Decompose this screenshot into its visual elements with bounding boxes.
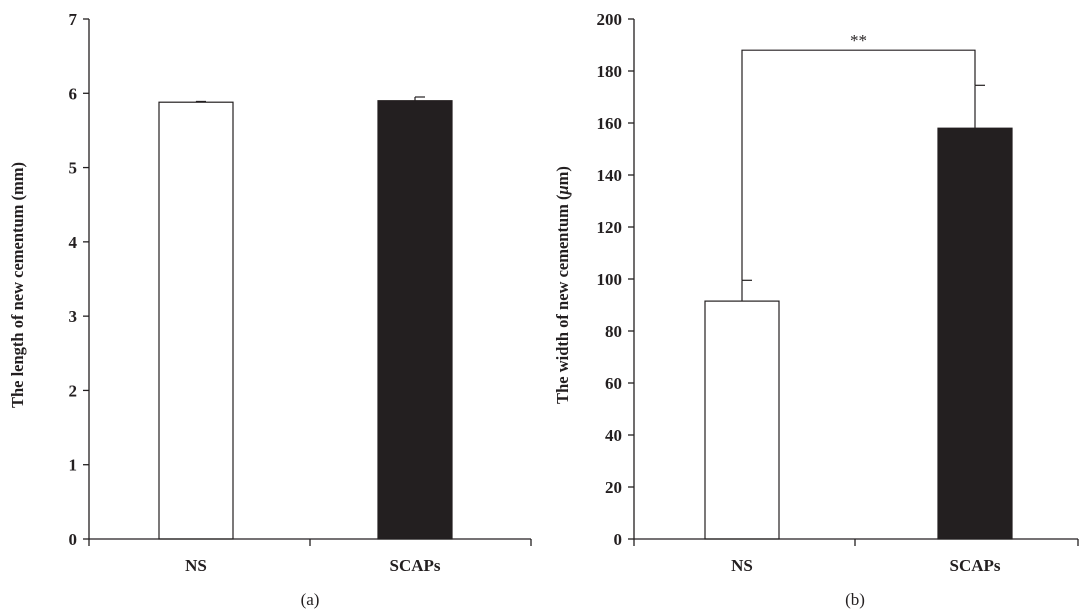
y-tick-label: 160	[597, 114, 623, 133]
bars	[704, 127, 1013, 540]
error-bars	[195, 96, 425, 103]
y-tick-label: 5	[69, 159, 78, 178]
y-tick-label: 60	[605, 374, 622, 393]
y-tick-label: 2	[69, 381, 78, 400]
y-tick-label: 0	[69, 530, 78, 549]
y-tick-label: 4	[69, 233, 78, 252]
y-axis-label-unit: m)	[553, 166, 572, 185]
category-label: SCAPs	[949, 556, 1000, 575]
significance-marker: **	[850, 31, 867, 50]
bars	[158, 100, 453, 540]
category-label: SCAPs	[389, 556, 440, 575]
y-tick-label: 140	[597, 166, 623, 185]
y-tick-label: 180	[597, 62, 623, 81]
category-label: NS	[731, 556, 753, 575]
bar-ns	[158, 101, 234, 540]
y-tick-label: 1	[69, 456, 78, 475]
y-tick-label: 3	[69, 307, 78, 326]
y-tick-label: 100	[597, 270, 623, 289]
y-tick-label: 120	[597, 218, 623, 237]
y-tick-label: 40	[605, 426, 622, 445]
chart-panel-b: 0 20 40 60 80 100 120 140 160 180 200 NS SCAPs ** T…	[553, 10, 1079, 609]
y-axis-label: The length of new cementum (mm)	[8, 162, 27, 408]
y-axis-label: The width of new cementum (μm)	[553, 166, 572, 404]
error-bars	[741, 84, 985, 302]
significance-bracket	[741, 49, 976, 281]
category-label: NS	[185, 556, 207, 575]
bar-scaps	[377, 100, 453, 540]
y-tick-label: 20	[605, 478, 622, 497]
y-tick-label: 6	[69, 84, 78, 103]
y-tick-label: 200	[597, 10, 623, 29]
panel-label: (a)	[301, 590, 320, 609]
bar-scaps	[937, 127, 1013, 540]
y-axis-label-unit-mu: μ	[553, 185, 572, 195]
y-axis-ticks: 0 20 40 60 80 100 120 140 160 180 200	[597, 10, 634, 549]
y-tick-label: 7	[69, 10, 78, 29]
chart-panel-a: 0 1 2 3 4 5 6 7 NS SCAPs The length of new cemen…	[8, 10, 532, 609]
x-axis-categories: NS SCAPs	[88, 539, 532, 575]
y-axis-ticks: 0 1 2 3 4 5 6 7	[69, 10, 89, 549]
y-tick-label: 0	[614, 530, 623, 549]
bar-ns	[704, 300, 780, 540]
panel-label: (b)	[845, 590, 865, 609]
x-axis-categories: NS SCAPs	[633, 539, 1079, 575]
y-axis-label-text: The width of new cementum (	[553, 194, 572, 403]
y-tick-label: 80	[605, 322, 622, 341]
